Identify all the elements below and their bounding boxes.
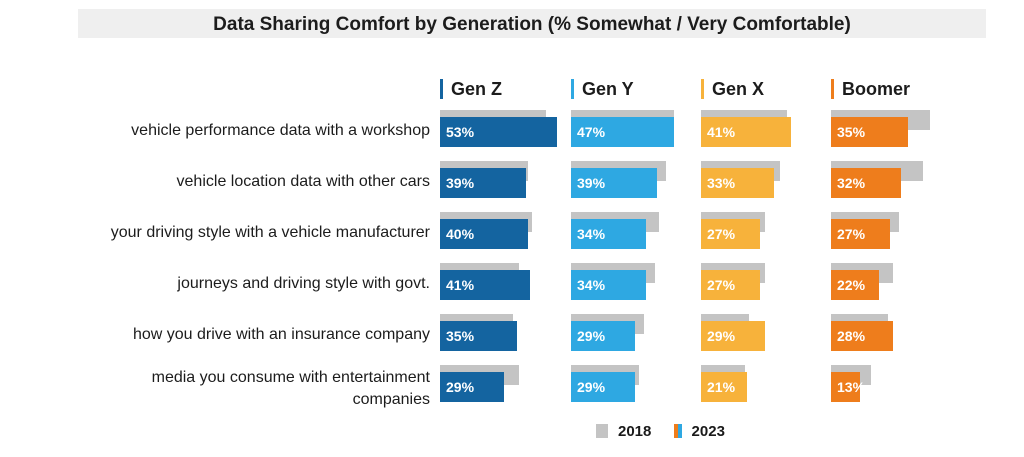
bar-2023-gen-y-1 — [571, 117, 674, 147]
bar-2023-gen-x-2 — [701, 168, 774, 198]
row-label-5: how you drive with an insurance company — [132, 326, 430, 343]
bar-value-label-boomer-3: 27% — [837, 226, 866, 242]
bar-value-label-gen-z-4: 41% — [446, 277, 475, 293]
bar-2023-gen-z-3 — [440, 219, 528, 249]
bar-value-label-gen-y-4: 34% — [577, 277, 606, 293]
row-label-4: journeys and driving style with govt. — [177, 275, 430, 292]
bar-value-label-boomer-1: 35% — [837, 124, 866, 140]
group-header-boomer: Boomer — [831, 78, 910, 100]
bar-2023-gen-x-3 — [701, 219, 760, 249]
bar-value-label-boomer-2: 32% — [837, 175, 866, 191]
legend-label-2018: 2018 — [618, 423, 652, 440]
legend: 2018 2023 — [596, 422, 743, 442]
bar-value-label-gen-x-4: 27% — [707, 277, 736, 293]
bar-2023-boomer-6 — [831, 372, 860, 402]
group-label-gen-y: Gen Y — [582, 79, 634, 99]
bar-value-label-boomer-5: 28% — [837, 328, 866, 344]
bar-value-label-gen-z-2: 39% — [446, 175, 475, 191]
bar-2023-gen-z-6 — [440, 372, 504, 402]
bar-value-label-boomer-6: 13% — [837, 379, 866, 395]
bar-value-label-gen-z-1: 53% — [446, 124, 475, 140]
bar-2023-boomer-5 — [831, 321, 893, 351]
group-marker-gen-x — [701, 79, 704, 99]
row-label-6: media you consume with entertainment comp… — [151, 369, 430, 408]
bar-value-label-gen-y-3: 34% — [577, 226, 606, 242]
bar-2023-gen-y-6 — [571, 372, 635, 402]
bar-2023-boomer-2 — [831, 168, 901, 198]
legend-item-2023: 2023 — [673, 422, 725, 444]
legend-item-2018: 2018 — [596, 422, 651, 442]
bar-value-label-gen-y-2: 39% — [577, 175, 606, 191]
bar-value-label-gen-z-3: 40% — [446, 226, 475, 242]
bar-value-label-gen-x-2: 33% — [707, 175, 736, 191]
bar-2023-gen-y-4 — [571, 270, 646, 300]
group-marker-boomer — [831, 79, 834, 99]
bar-value-label-gen-y-5: 29% — [577, 328, 606, 344]
group-label-gen-z: Gen Z — [451, 79, 503, 99]
bar-2023-boomer-1 — [831, 117, 908, 147]
bar-2023-gen-x-4 — [701, 270, 760, 300]
bar-value-label-gen-x-1: 41% — [707, 124, 736, 140]
bar-value-label-gen-y-1: 47% — [577, 124, 606, 140]
bar-2023-boomer-4 — [831, 270, 879, 300]
group-label-gen-x: Gen X — [712, 79, 765, 99]
bar-2023-gen-x-1 — [701, 117, 791, 147]
legend-swatch-2018 — [596, 424, 608, 438]
bar-2023-boomer-3 — [831, 219, 890, 249]
group-header-gen-z: Gen Z — [440, 78, 502, 100]
bar-2023-gen-z-4 — [440, 270, 530, 300]
row-label-1: vehicle performance data with a workshop — [131, 122, 430, 139]
bar-2023-gen-x-5 — [701, 321, 765, 351]
row-label-3: your driving style with a vehicle manufa… — [110, 224, 430, 241]
group-header-gen-y: Gen Y — [571, 78, 634, 100]
bar-value-label-gen-z-5: 35% — [446, 328, 475, 344]
bar-2023-gen-z-2 — [440, 168, 526, 198]
bar-value-label-boomer-4: 22% — [837, 277, 866, 293]
bar-value-label-gen-x-3: 27% — [707, 226, 736, 242]
bar-2023-gen-z-5 — [440, 321, 517, 351]
legend-label-2023: 2023 — [691, 423, 725, 440]
bar-value-label-gen-x-6: 21% — [707, 379, 736, 395]
bar-2023-gen-y-5 — [571, 321, 635, 351]
group-marker-gen-y — [571, 79, 574, 99]
chart-title: Data Sharing Comfort by Generation (% So… — [213, 14, 851, 35]
legend-swatch-2023 — [673, 424, 682, 444]
bar-2023-gen-x-6 — [701, 372, 747, 402]
bar-2023-gen-y-2 — [571, 168, 657, 198]
row-label-2: vehicle location data with other cars — [176, 173, 430, 190]
group-marker-gen-z — [440, 79, 443, 99]
bar-value-label-gen-y-6: 29% — [577, 379, 606, 395]
group-label-boomer: Boomer — [842, 79, 911, 99]
chart-title-bar: Data Sharing Comfort by Generation (% So… — [78, 9, 986, 38]
bar-value-label-gen-x-5: 29% — [707, 328, 736, 344]
bar-value-label-gen-z-6: 29% — [446, 379, 475, 395]
bar-2023-gen-y-3 — [571, 219, 646, 249]
bar-2023-gen-z-1 — [440, 117, 557, 147]
group-header-gen-x: Gen X — [701, 78, 764, 100]
